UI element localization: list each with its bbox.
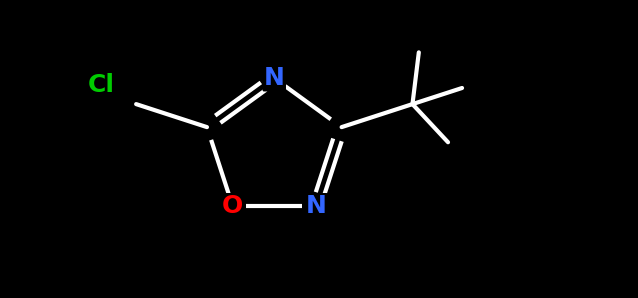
Text: Cl: Cl [88, 73, 115, 97]
Text: N: N [306, 194, 327, 218]
Text: N: N [264, 66, 285, 90]
Text: O: O [222, 194, 243, 218]
